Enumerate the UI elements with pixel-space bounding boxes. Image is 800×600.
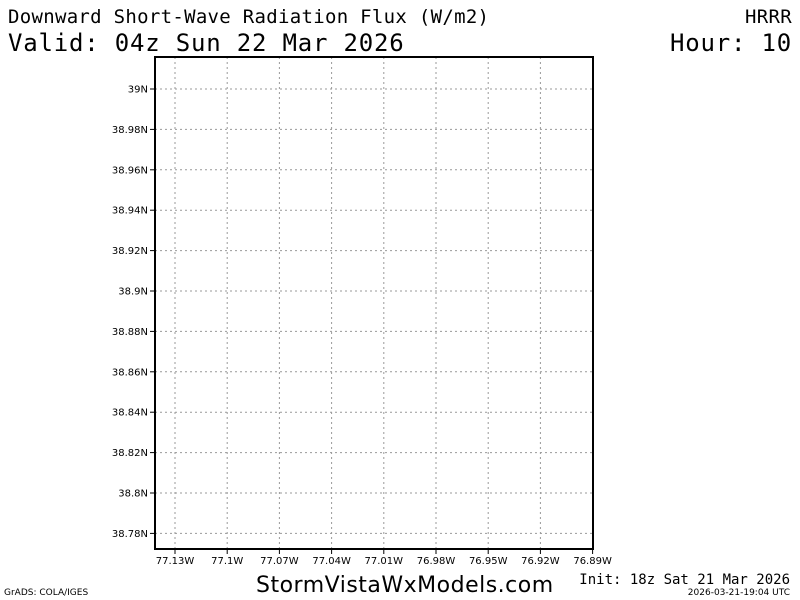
longitude-label: 77.04W: [312, 556, 351, 567]
map-title: Downward Short-Wave Radiation Flux (W/m2…: [8, 6, 490, 28]
latitude-label: 38.84N: [112, 408, 148, 419]
latitude-label: 38.94N: [112, 206, 148, 217]
latitude-labels: 39N 38.98N 38.96N 38.94N 38.92N 38.9N 38.88N 38…: [112, 85, 155, 540]
latitude-label: 38.82N: [112, 448, 148, 459]
latitude-label: 38.8N: [118, 489, 148, 500]
longitude-label: 76.89W: [573, 556, 612, 567]
latitude-label: 39N: [128, 85, 148, 96]
longitude-labels: 77.13W 77.1W 77.07W 77.04W 77.01W 76.98W 76.95…: [156, 549, 612, 567]
latitude-label: 38.78N: [112, 529, 148, 540]
latitude-label: 38.9N: [118, 287, 148, 298]
longitude-label: 76.98W: [417, 556, 456, 567]
longitude-label: 77.01W: [365, 556, 404, 567]
site-name: StormVistaWxModels.com: [256, 573, 554, 598]
latitude-label: 38.98N: [112, 125, 148, 136]
grads-credit: GrADS: COLA/IGES: [4, 588, 89, 598]
latitude-label: 38.96N: [112, 165, 148, 176]
map-frame: [154, 56, 594, 550]
latitude-label: 38.88N: [112, 327, 148, 338]
valid-time: Valid: 04z Sun 22 Mar 2026: [8, 29, 405, 57]
forecast-hour: Hour: 10: [670, 29, 792, 57]
init-time: Init: 18z Sat 21 Mar 2026: [579, 572, 790, 588]
longitude-label: 77.07W: [260, 556, 299, 567]
model-name: HRRR: [745, 6, 792, 28]
longitude-label: 77.1W: [211, 556, 243, 567]
longitude-label: 77.13W: [156, 556, 195, 567]
longitude-label: 76.95W: [469, 556, 508, 567]
latitude-label: 38.92N: [112, 246, 148, 257]
graticule: [155, 57, 594, 549]
longitude-label: 76.92W: [521, 556, 560, 567]
latitude-label: 38.86N: [112, 367, 148, 378]
generated-timestamp: 2026-03-21-19:04 UTC: [687, 588, 790, 598]
